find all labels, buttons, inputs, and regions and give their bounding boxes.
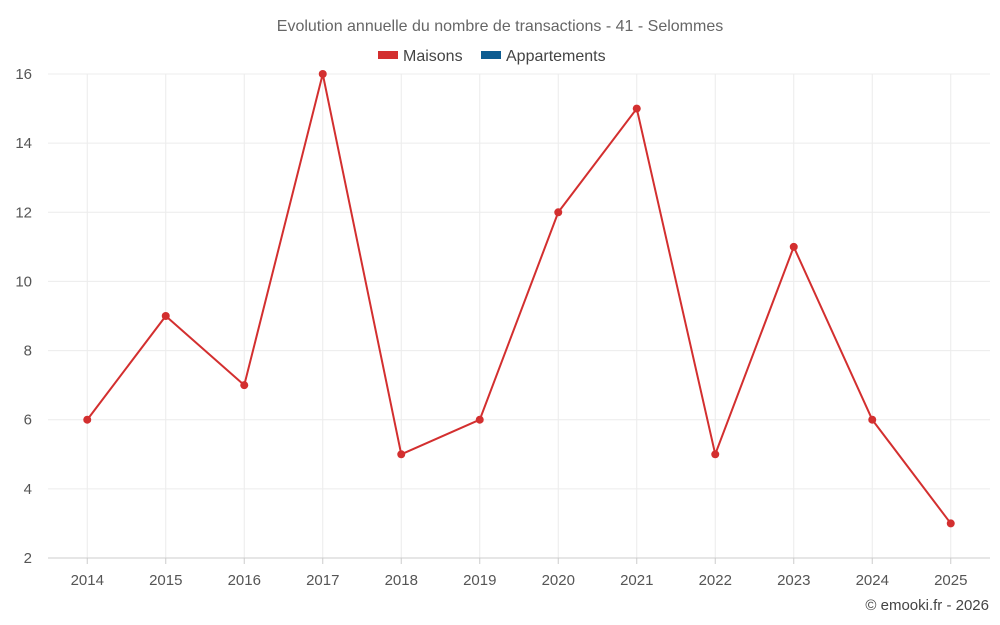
y-axis-ticks: 2 4 6 8 10 12 14 16 [15,66,32,567]
series-layer [83,70,955,528]
data-point-maisons[interactable] [83,415,92,424]
data-point-maisons[interactable] [632,104,641,113]
data-point-maisons[interactable] [161,312,170,320]
x-tick-label: 2020 [542,572,575,589]
data-point-maisons[interactable] [554,208,563,217]
x-tick-label: 2019 [463,572,496,589]
data-point-maisons[interactable] [868,415,877,424]
x-tick-label: 2014 [71,572,104,589]
x-tick-label: 2016 [228,572,261,589]
y-tick-label: 8 [24,343,32,360]
y-tick-label: 6 [24,412,32,429]
series-line-maisons [86,73,952,525]
data-point-maisons[interactable] [318,70,327,78]
y-tick-label: 12 [15,204,32,221]
legend-item-maisons[interactable]: Maisons [378,48,463,65]
legend-label-maisons: Maisons [403,48,463,65]
y-tick-label: 14 [15,135,32,152]
chart-title: Evolution annuelle du nombre de transact… [277,18,723,35]
x-tick-label: 2023 [777,572,810,589]
x-tick-label: 2018 [385,572,418,589]
data-point-maisons[interactable] [475,415,484,424]
legend-label-appartements: Appartements [506,48,606,65]
x-axis-ticks: 2014 2015 2016 2017 2018 2019 2020 2021 2022 2023… [71,558,967,589]
data-point-maisons[interactable] [711,450,720,459]
x-tick-label: 2017 [306,572,339,589]
y-tick-label: 2 [24,550,32,567]
credit-text: © emooki.fr - 2026 [865,597,989,614]
y-gridlines [48,73,990,490]
x-gridlines [86,74,952,558]
data-point-maisons[interactable] [946,519,955,528]
legend-item-appartements[interactable]: Appartements [481,48,606,65]
legend-swatch-appartements [481,51,501,59]
x-tick-label: 2022 [699,572,732,589]
y-tick-label: 4 [24,481,32,498]
legend-swatch-maisons [378,51,398,59]
y-tick-label: 10 [15,273,32,290]
y-tick-label: 16 [15,66,32,83]
data-point-maisons[interactable] [240,381,249,390]
legend: Maisons Appartements [378,48,606,65]
x-tick-label: 2021 [620,572,653,589]
x-tick-label: 2024 [856,572,889,589]
data-point-maisons[interactable] [789,242,798,251]
data-point-maisons[interactable] [397,450,406,459]
x-tick-label: 2015 [149,572,182,589]
x-tick-label: 2025 [934,572,967,589]
